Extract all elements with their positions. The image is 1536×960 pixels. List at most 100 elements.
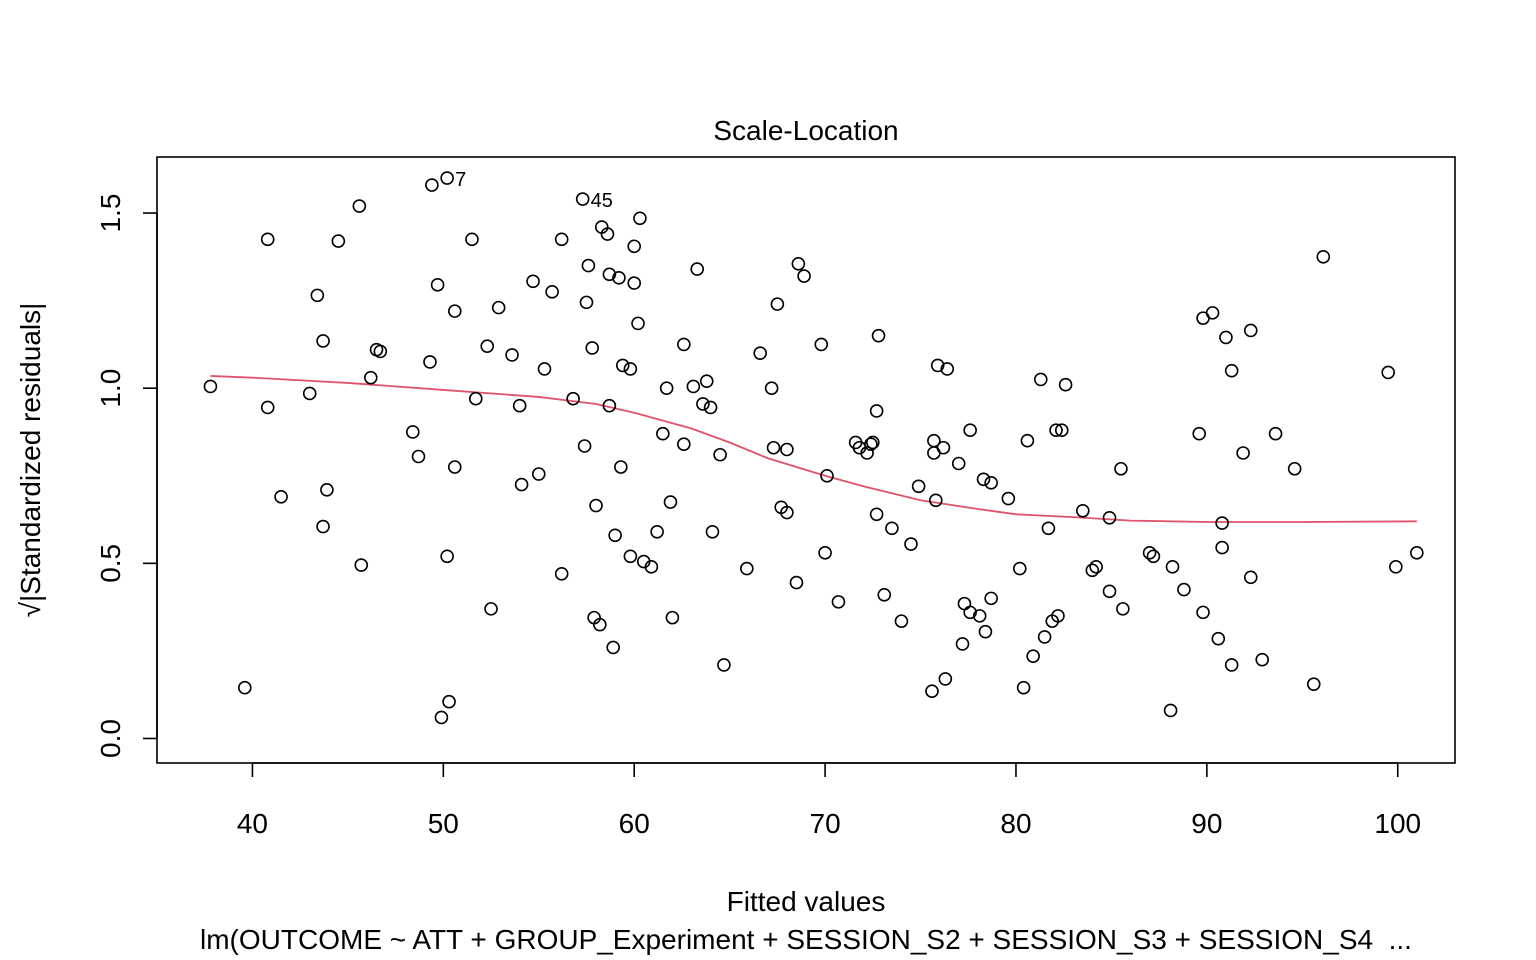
- x-tick-label: 100: [1374, 808, 1421, 839]
- data-point: [442, 694, 456, 709]
- data-point: [677, 337, 691, 352]
- data-point: [447, 460, 462, 474]
- data-point: [925, 684, 939, 698]
- data-point: [440, 171, 454, 185]
- point-id-label: 45: [591, 190, 613, 212]
- data-point: [904, 537, 918, 551]
- data-point: [940, 362, 955, 376]
- point-id-label: 7: [455, 169, 466, 191]
- data-point: [885, 521, 899, 536]
- data-point: [537, 362, 552, 376]
- data-point: [600, 227, 615, 241]
- chart-title: Scale-Location: [713, 115, 898, 146]
- y-tick-label: 1.0: [95, 369, 126, 408]
- data-point: [1243, 570, 1258, 585]
- data-point: [1163, 703, 1178, 718]
- data-point: [984, 591, 998, 606]
- data-point: [770, 297, 785, 311]
- data-point: [623, 549, 638, 564]
- data-point: [894, 614, 909, 628]
- data-point: [703, 400, 718, 415]
- x-tick-label: 70: [810, 808, 841, 839]
- data-point: [1243, 323, 1258, 338]
- plot-frame: [156, 156, 1456, 764]
- data-point: [316, 519, 330, 534]
- data-point: [434, 710, 449, 725]
- data-point: [1016, 680, 1031, 695]
- y-axis-label-group: √|Standardized residuals|: [15, 303, 46, 618]
- data-point: [1026, 649, 1040, 663]
- data-point: [545, 285, 559, 299]
- data-point: [797, 269, 811, 283]
- data-point: [705, 525, 720, 539]
- data-point: [585, 341, 600, 355]
- point-labels: 7 45: [455, 169, 613, 212]
- data-point: [1102, 510, 1117, 525]
- data-point: [631, 316, 645, 331]
- data-point: [1001, 491, 1016, 506]
- data-point: [633, 211, 647, 226]
- data-point: [644, 560, 659, 574]
- data-point: [316, 334, 330, 348]
- data-point: [963, 423, 977, 438]
- data-point: [820, 468, 834, 483]
- y-tick-label: 0.0: [95, 719, 126, 758]
- data-point: [686, 379, 701, 394]
- data-point: [606, 640, 621, 655]
- data-point: [566, 391, 580, 406]
- data-point: [1116, 602, 1130, 616]
- data-point: [238, 680, 252, 695]
- data-point: [623, 362, 638, 376]
- data-point: [491, 300, 506, 315]
- data-point: [608, 528, 622, 543]
- data-point: [575, 192, 590, 206]
- data-point: [1316, 250, 1331, 264]
- data-point: [1381, 365, 1395, 380]
- data-point: [411, 449, 426, 464]
- data-point: [930, 358, 945, 373]
- data-point: [354, 558, 369, 572]
- data-point: [531, 467, 546, 481]
- data-point: [963, 605, 977, 620]
- data-point: [1049, 423, 1063, 438]
- data-point: [1020, 433, 1035, 448]
- data-point: [203, 379, 218, 394]
- data-point: [814, 337, 829, 352]
- data-point: [363, 370, 378, 385]
- data-point: [1211, 631, 1226, 646]
- data-point: [1037, 630, 1052, 644]
- data-point: [468, 391, 483, 406]
- data-point: [1224, 363, 1239, 378]
- model-formula-subtitle: lm(OUTCOME ~ ATT + GROUP_Experiment + SE…: [200, 924, 1412, 955]
- data-point: [665, 610, 680, 625]
- data-point: [505, 348, 519, 362]
- data-point: [627, 276, 642, 290]
- data-point: [352, 199, 367, 213]
- data-point: [1075, 503, 1090, 518]
- data-point: [972, 609, 987, 623]
- data-point: [320, 482, 334, 497]
- data-point: [938, 672, 953, 686]
- data-point: [581, 258, 596, 273]
- data-point: [430, 278, 445, 292]
- data-point: [677, 437, 691, 452]
- data-point: [274, 489, 288, 504]
- data-point: [512, 398, 527, 413]
- data-point: [663, 495, 678, 509]
- x-tick-label: 90: [1191, 808, 1222, 839]
- data-point: [440, 549, 454, 564]
- data-point: [871, 328, 886, 343]
- data-point: [713, 447, 727, 462]
- data-point: [955, 637, 970, 651]
- data-point: [465, 232, 479, 247]
- data-point: [514, 477, 529, 492]
- data-point: [260, 400, 275, 415]
- data-point: [554, 232, 569, 247]
- data-point: [423, 355, 437, 369]
- data-point: [425, 178, 439, 192]
- x-axis-label: Fitted values: [727, 886, 886, 917]
- data-point: [589, 498, 603, 513]
- data-point: [1033, 372, 1048, 387]
- data-point: [818, 546, 832, 560]
- data-point: [1054, 423, 1069, 438]
